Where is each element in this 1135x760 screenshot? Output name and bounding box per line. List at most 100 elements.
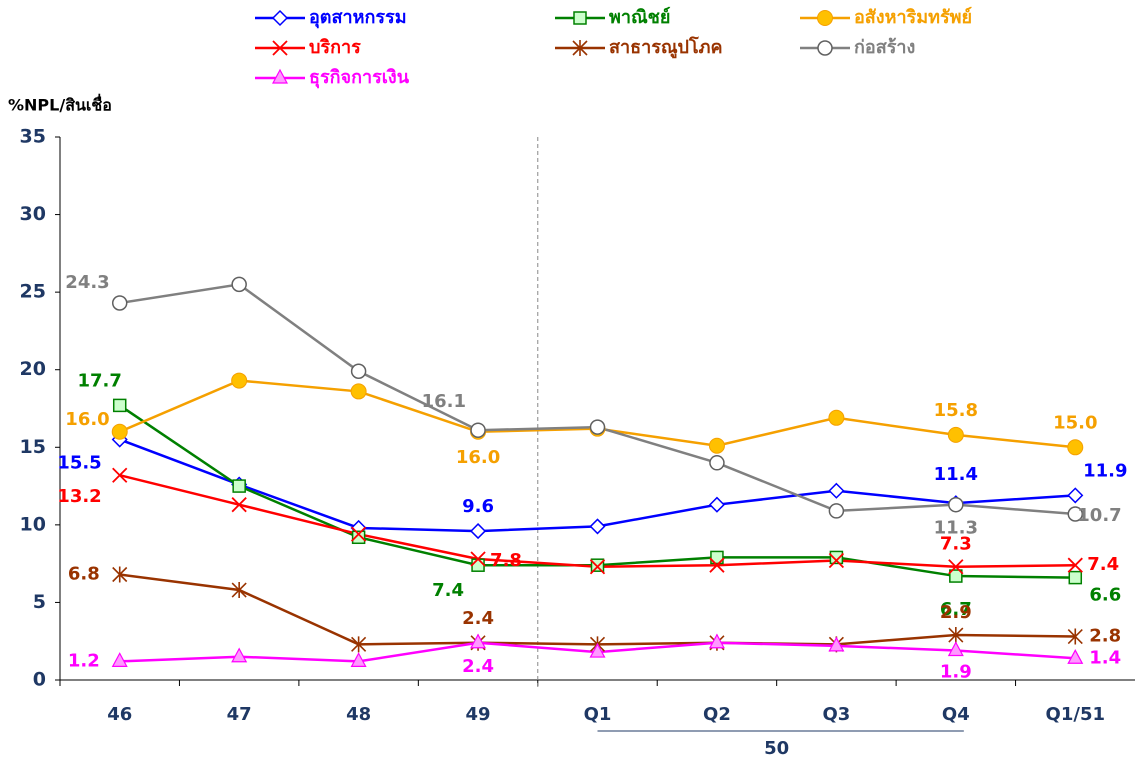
marker (1067, 557, 1083, 573)
y-tick-label: 20 (20, 358, 46, 380)
marker (231, 582, 247, 599)
data-label: 15.0 (1053, 412, 1097, 433)
legend-item: บริการ (255, 37, 361, 58)
marker (111, 423, 128, 440)
marker-shape (1067, 506, 1084, 522)
marker-shape (573, 11, 587, 25)
marker-shape (271, 9, 289, 27)
marker (709, 455, 725, 471)
data-label: 1.2 (68, 650, 100, 671)
marker (350, 363, 367, 380)
data-label: 11.3 (934, 518, 978, 539)
x-tick-label: Q3 (822, 704, 850, 725)
marker-shape (948, 496, 964, 513)
marker-shape (271, 68, 289, 84)
marker (1067, 439, 1084, 456)
marker-shape (947, 426, 964, 443)
x-tick-label: 49 (466, 704, 491, 725)
data-label: 2.9 (940, 602, 972, 623)
marker (589, 518, 606, 535)
marker-shape (828, 503, 845, 519)
y-tick-label: 0 (33, 669, 46, 691)
marker-shape (589, 642, 606, 658)
marker-shape (470, 422, 486, 438)
marker-shape (949, 569, 963, 583)
marker (708, 437, 725, 454)
data-label: 15.8 (934, 400, 978, 421)
marker-shape (828, 636, 845, 652)
marker (1067, 649, 1084, 664)
data-label: 7.8 (490, 550, 522, 571)
marker (589, 419, 606, 435)
y-tick-label: 15 (20, 436, 46, 458)
data-label: 2.4 (462, 608, 494, 629)
legend-label: อุตสาหกรรม (309, 7, 407, 29)
marker-shape (948, 559, 964, 575)
marker-shape (589, 518, 606, 535)
marker-shape (469, 523, 487, 540)
marker-shape (111, 652, 128, 667)
data-label: 11.9 (1083, 460, 1127, 481)
marker-shape (947, 641, 964, 657)
marker (948, 627, 964, 644)
marker (708, 633, 725, 649)
marker-shape (828, 482, 845, 499)
marker-shape (1067, 649, 1084, 664)
marker-shape (710, 550, 724, 565)
marker-shape (572, 40, 588, 56)
data-label: 9.6 (462, 496, 494, 517)
marker (947, 426, 964, 443)
marker-shape (828, 409, 845, 426)
marker-shape (589, 559, 606, 575)
marker-shape (351, 530, 366, 545)
data-label: 7.3 (940, 534, 972, 555)
marker-shape (709, 455, 725, 471)
data-label: 6.7 (940, 599, 972, 620)
marker (828, 503, 845, 519)
y-tick-label: 5 (33, 591, 46, 613)
series-line (119, 573, 1076, 646)
marker (710, 550, 724, 565)
legend-label: อสังหาริมทรัพย์ (854, 6, 972, 28)
marker (828, 636, 845, 652)
legend-item: พาณิชย์ (555, 6, 670, 28)
marker-shape (350, 526, 367, 542)
data-label: 13.2 (57, 486, 101, 507)
marker (112, 467, 128, 483)
data-label: 7.4 (432, 580, 464, 601)
legend-item: ก่อสร้าง (800, 37, 915, 58)
y-tick-label: 35 (20, 126, 46, 148)
marker-shape (272, 40, 288, 56)
marker (351, 530, 366, 545)
marker (590, 558, 605, 572)
marker (817, 40, 833, 56)
x-tick-label: Q2 (703, 704, 731, 725)
data-label: 6.8 (68, 564, 100, 585)
marker (232, 479, 246, 493)
legend-label: สาธารณูปโภค (609, 36, 723, 59)
y-tick-label: 25 (20, 281, 46, 303)
legend-item: ธุรกิจการเงิน (255, 67, 410, 89)
legend-item: อสังหาริมทรัพย์ (800, 6, 972, 28)
legend-label: พาณิชย์ (609, 6, 670, 28)
data-label: 11.4 (934, 464, 978, 485)
marker-shape (111, 295, 128, 311)
marker-shape (948, 627, 964, 644)
marker (469, 523, 487, 540)
marker (272, 40, 288, 56)
data-label: 6.6 (1089, 585, 1121, 606)
data-label: 7.4 (1087, 554, 1119, 575)
data-label: 16.1 (422, 391, 466, 412)
data-label: 2.8 (1089, 626, 1121, 647)
marker-shape (590, 558, 605, 572)
marker (112, 398, 127, 413)
marker (470, 551, 486, 567)
marker (350, 383, 367, 400)
marker-shape (351, 636, 367, 653)
marker-shape (708, 496, 726, 513)
data-label: 1.4 (1089, 647, 1121, 668)
marker (828, 552, 845, 569)
legend-label: ก่อสร้าง (854, 37, 915, 58)
marker (948, 559, 964, 575)
